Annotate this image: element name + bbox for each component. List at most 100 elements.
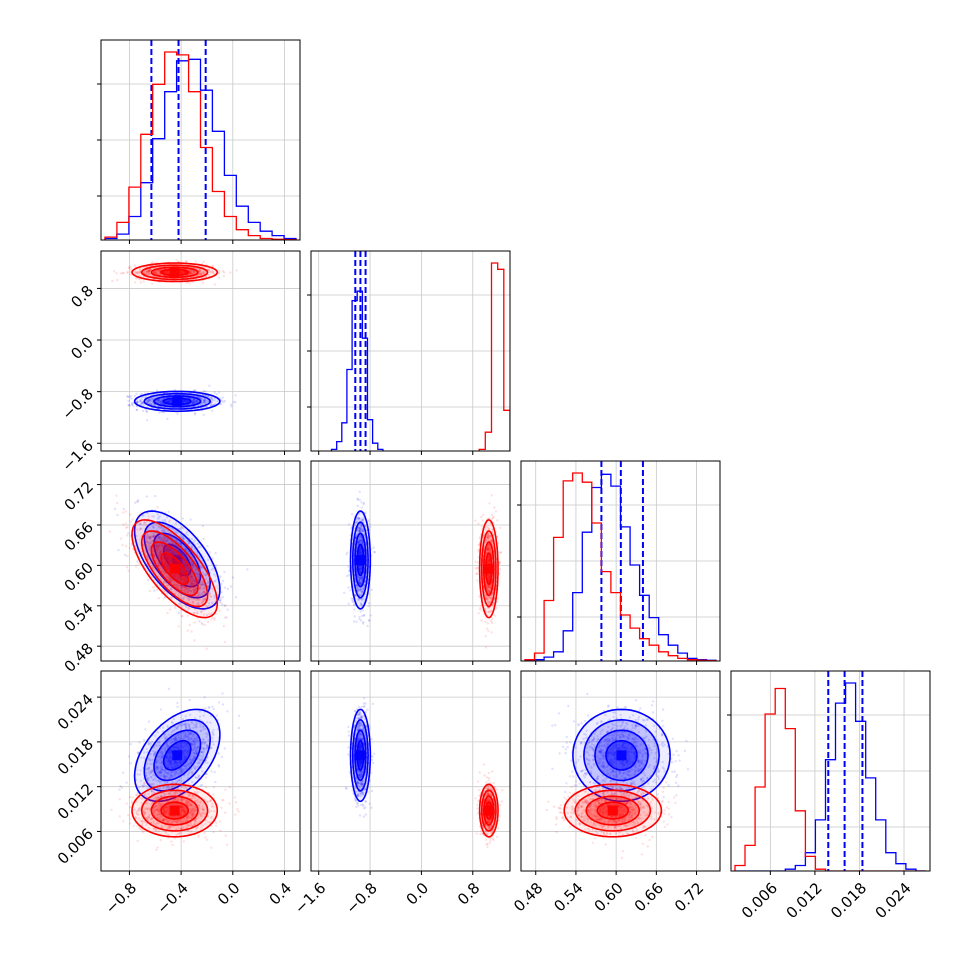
- scatter-point: [139, 513, 141, 515]
- scatter-point: [169, 608, 171, 610]
- scatter-point: [191, 545, 193, 547]
- scatter-point: [214, 552, 216, 554]
- scatter-point: [194, 621, 196, 623]
- scatter-point: [224, 400, 226, 402]
- scatter-point: [235, 596, 237, 598]
- scatter-point: [173, 528, 175, 530]
- scatter-point: [357, 499, 359, 501]
- scatter-point: [189, 624, 191, 626]
- scatter-point: [491, 514, 493, 516]
- scatter-point: [178, 612, 180, 614]
- scatter-point: [175, 259, 177, 261]
- scatter-point: [236, 269, 238, 271]
- scatter-point: [122, 511, 124, 513]
- scatter-point: [481, 525, 483, 527]
- scatter-point: [151, 282, 153, 284]
- scatter-point: [156, 589, 158, 591]
- scatter-point: [367, 605, 369, 607]
- scatter-point: [166, 418, 168, 420]
- scatter-point: [187, 540, 189, 542]
- scatter-point: [202, 525, 204, 527]
- scatter-point: [153, 590, 155, 592]
- scatter-point: [218, 270, 220, 272]
- scatter-point: [142, 410, 144, 412]
- scatter-point: [130, 397, 132, 399]
- scatter-point: [181, 615, 183, 617]
- scatter-point: [220, 599, 222, 601]
- scatter-point: [362, 609, 364, 611]
- scatter-point: [116, 502, 118, 504]
- scatter-point: [207, 621, 209, 623]
- scatter-point: [220, 602, 222, 604]
- scatter-point: [232, 576, 234, 578]
- scatter-point: [131, 402, 133, 404]
- scatter-point: [181, 531, 183, 533]
- scatter-point: [126, 555, 128, 557]
- scatter-point: [480, 516, 482, 518]
- scatter-point: [156, 389, 158, 391]
- scatter-point: [214, 569, 216, 571]
- scatter-point: [135, 393, 137, 395]
- scatter-point: [482, 519, 484, 521]
- scatter-point: [204, 624, 206, 626]
- scatter-point: [114, 508, 116, 510]
- scatter-point: [130, 395, 132, 397]
- scatter-point: [189, 518, 191, 520]
- scatter-point: [202, 281, 204, 283]
- scatter-point: [109, 530, 111, 532]
- scatter-point: [218, 276, 220, 278]
- scatter-point: [116, 514, 118, 516]
- scatter-point: [493, 506, 495, 508]
- scatter-point: [156, 506, 158, 508]
- scatter-point: [124, 554, 126, 556]
- scatter-point: [146, 495, 148, 497]
- scatter-point: [222, 580, 224, 582]
- scatter-point: [168, 511, 170, 513]
- scatter-point: [374, 551, 376, 553]
- scatter-point: [213, 617, 215, 619]
- scatter-point: [148, 515, 150, 517]
- scatter-point: [351, 513, 353, 515]
- scatter-point: [478, 596, 480, 598]
- scatter-point: [353, 620, 355, 622]
- scatter-point: [128, 267, 130, 269]
- scatter-point: [233, 401, 235, 403]
- density-peak: [355, 555, 365, 565]
- density-peak: [170, 564, 180, 574]
- scatter-point: [227, 588, 229, 590]
- scatter-point: [149, 590, 151, 592]
- scatter-point: [477, 561, 479, 563]
- scatter-point: [358, 616, 360, 618]
- scatter-point: [140, 281, 142, 283]
- scatter-point: [223, 271, 225, 273]
- scatter-point: [484, 621, 486, 623]
- scatter-point: [350, 597, 352, 599]
- scatter-point: [126, 566, 128, 568]
- scatter-point: [361, 615, 363, 617]
- scatter-point: [216, 585, 218, 587]
- scatter-point: [346, 551, 348, 553]
- scatter-point: [224, 587, 226, 589]
- scatter-point: [126, 534, 128, 536]
- scatter-point: [115, 495, 117, 497]
- scatter-point: [353, 608, 355, 610]
- scatter-point: [221, 603, 223, 605]
- scatter-point: [125, 523, 127, 525]
- scatter-point: [218, 391, 220, 393]
- scatter-point: [122, 272, 124, 274]
- scatter-point: [354, 615, 356, 617]
- scatter-point: [368, 602, 370, 604]
- scatter-point: [362, 621, 364, 623]
- scatter-point: [187, 629, 189, 631]
- scatter-point: [158, 597, 160, 599]
- scatter-point: [218, 610, 220, 612]
- scatter-point: [151, 261, 153, 263]
- density-peak: [172, 396, 182, 406]
- scatter-point: [211, 562, 213, 564]
- scatter-point: [143, 280, 145, 282]
- scatter-point: [216, 393, 218, 395]
- scatter-point: [246, 568, 248, 570]
- scatter-point: [223, 275, 225, 277]
- scatter-point: [214, 575, 216, 577]
